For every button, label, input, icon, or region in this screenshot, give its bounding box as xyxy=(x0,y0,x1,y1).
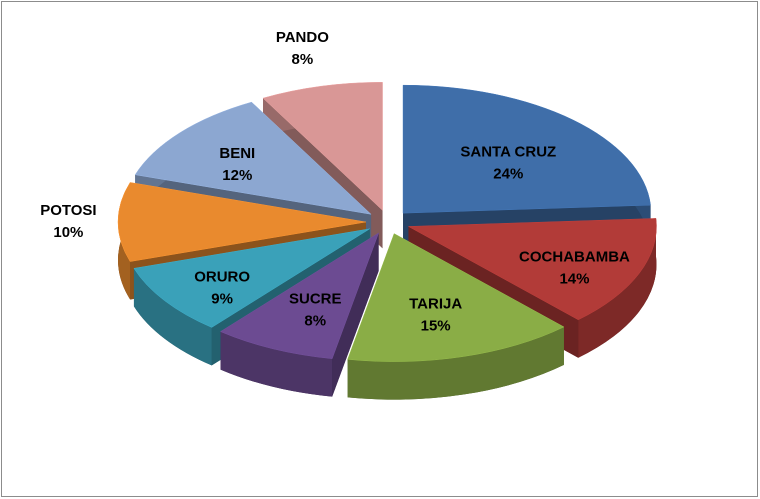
slice xyxy=(347,233,565,400)
slice-wall xyxy=(220,331,333,397)
slice-top xyxy=(262,82,383,211)
slice-wall xyxy=(578,218,657,358)
slice-top xyxy=(347,233,565,362)
data-label-value: 12% xyxy=(222,167,252,184)
data-label-value: 8% xyxy=(304,312,326,329)
data-label-name: COCHABAMBA xyxy=(519,248,630,265)
data-label-name: PANDO xyxy=(276,29,329,46)
slice-top xyxy=(117,182,367,262)
slice-top xyxy=(407,218,657,321)
data-label-value: 8% xyxy=(292,51,314,68)
labels: SANTA CRUZ 24% COCHABAMBA 14% TARIJA 15% SUCRE… xyxy=(40,29,630,334)
data-label-name: SANTA CRUZ xyxy=(460,143,556,160)
slice-top xyxy=(134,101,372,215)
slice-top xyxy=(402,84,651,214)
slice-wall xyxy=(133,268,212,366)
data-label-name: SUCRE xyxy=(289,290,342,307)
data-label-name: ORURO xyxy=(194,269,250,286)
slice xyxy=(220,232,380,397)
data-label-name: BENI xyxy=(219,145,255,162)
slice-top xyxy=(220,232,380,359)
data-label-name: TARIJA xyxy=(409,295,462,312)
data-label-name: POTOSI xyxy=(40,202,96,219)
data-label-value: 24% xyxy=(493,165,523,182)
data-label-value: 15% xyxy=(421,317,451,334)
slice-wall xyxy=(347,326,564,400)
data-label-value: 10% xyxy=(53,224,83,241)
pie xyxy=(117,82,657,400)
data-label-value: 14% xyxy=(559,270,589,287)
data-label-value: 9% xyxy=(211,291,233,308)
slice-top xyxy=(133,228,370,328)
